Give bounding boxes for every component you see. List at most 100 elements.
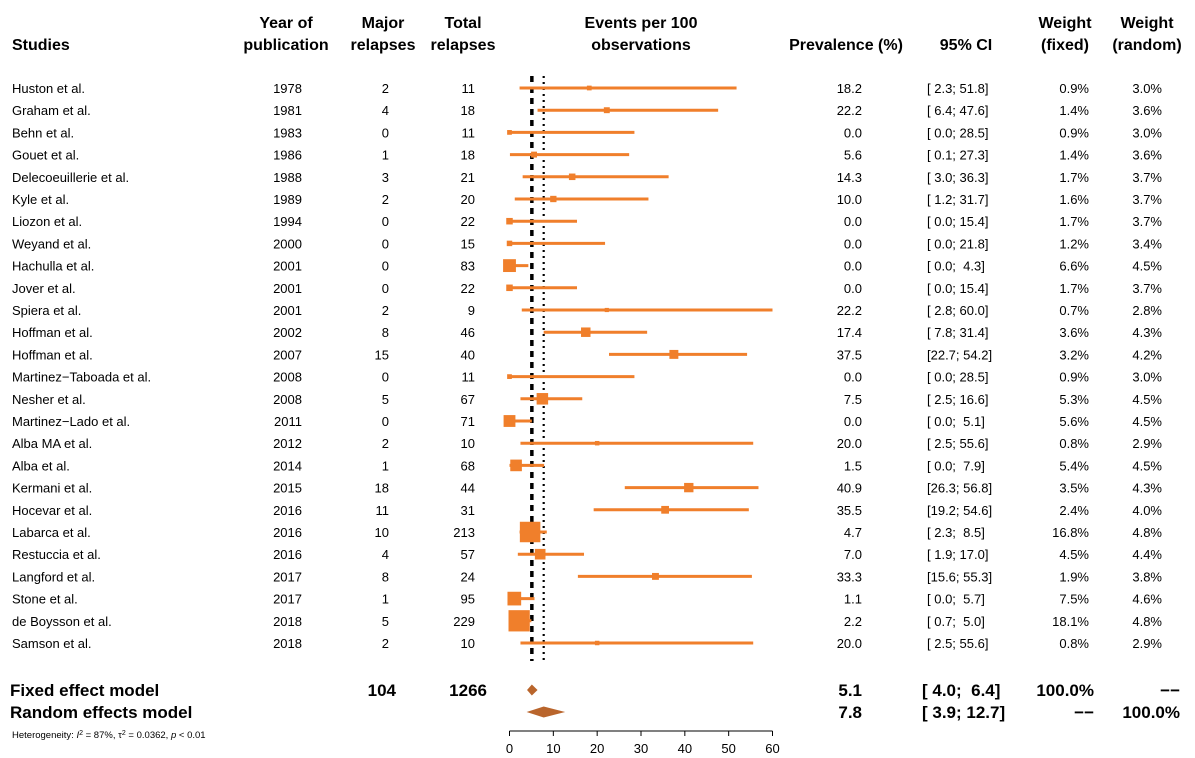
study-weight-random: 3.0% — [1132, 81, 1162, 96]
point-estimate-marker — [586, 85, 592, 91]
study-year: 2016 — [273, 525, 302, 540]
study-ci: [ 0.0; 7.9] — [927, 458, 985, 473]
point-estimate-marker — [506, 284, 513, 292]
study-major-relapses: 1 — [382, 148, 389, 163]
study-weight-random: 3.8% — [1132, 569, 1162, 584]
study-ci: [ 0.0; 28.5] — [927, 125, 988, 140]
study-major-relapses: 11 — [376, 503, 390, 518]
study-weight-fixed: 0.8% — [1059, 636, 1089, 651]
study-major-relapses: 8 — [382, 569, 389, 584]
summary-weight-random: −− — [1160, 681, 1180, 700]
study-name: Langford et al. — [12, 569, 95, 584]
point-estimate-marker — [510, 459, 522, 472]
study-name: Kyle et al. — [12, 192, 69, 207]
study-row: Graham et al. 1981 4 18 22.2 [ 6.4; 47.6] 1.4%… — [12, 103, 1162, 118]
study-prevalence: 0.0 — [844, 125, 862, 140]
study-weight-fixed: 5.6% — [1059, 414, 1089, 429]
study-total-relapses: 95 — [461, 592, 475, 607]
study-ci: [ 0.0; 5.1] — [927, 414, 985, 429]
study-total-relapses: 57 — [461, 547, 475, 562]
study-weight-fixed: 0.9% — [1059, 125, 1089, 140]
study-total-relapses: 229 — [453, 614, 475, 629]
study-year: 2012 — [273, 436, 302, 451]
study-major-relapses: 0 — [382, 214, 389, 229]
study-total-relapses: 22 — [461, 214, 475, 229]
study-prevalence: 2.2 — [844, 614, 862, 629]
study-major-relapses: 15 — [375, 347, 389, 362]
het-tau2-sup: 2 — [122, 730, 126, 737]
study-total-relapses: 67 — [461, 392, 475, 407]
study-weight-random: 4.5% — [1132, 414, 1162, 429]
study-major-relapses: 1 — [382, 592, 389, 607]
study-row: Weyand et al. 2000 0 15 0.0 [ 0.0; 21.8] 1.2% 3… — [12, 236, 1162, 251]
study-row: Jover et al. 2001 0 22 0.0 [ 0.0; 15.4] 1.7% 3.… — [12, 281, 1162, 296]
study-total-relapses: 11 — [462, 81, 476, 96]
study-rows: Huston et al. 1978 2 11 18.2[ 2.3; 51.8] 0.9%… — [12, 81, 1162, 651]
het-prefix: Heterogeneity: — [12, 730, 76, 741]
point-estimate-marker — [603, 107, 610, 114]
study-major-relapses: 0 — [382, 236, 389, 251]
study-year: 2002 — [273, 325, 302, 340]
point-estimate-marker — [604, 307, 609, 313]
study-ci: [22.7; 54.2] — [927, 347, 992, 362]
study-weight-random: 3.0% — [1132, 125, 1162, 140]
study-total-relapses: 10 — [461, 436, 475, 451]
study-weight-fixed: 1.7% — [1059, 170, 1089, 185]
study-major-relapses: 2 — [382, 436, 389, 451]
study-year: 2001 — [273, 281, 302, 296]
summary-ci: [ 3.9; 12.7] — [922, 703, 1005, 722]
reference-lines — [530, 76, 545, 661]
study-name: Spiera et al. — [12, 303, 81, 318]
study-weight-random: 4.5% — [1132, 458, 1162, 473]
study-prevalence: 0.0 — [844, 281, 862, 296]
study-ci: [ 0.1; 27.3] — [927, 148, 988, 163]
point-estimate-marker — [652, 572, 659, 580]
header-weight-random-line1: Weight — [1120, 15, 1174, 32]
study-year: 2000 — [273, 236, 302, 251]
study-weight-random: 4.0% — [1132, 503, 1162, 518]
study-year: 2008 — [273, 392, 302, 407]
header-weight-random-line2: (random) — [1112, 37, 1181, 54]
study-major-relapses: 0 — [382, 281, 389, 296]
study-row: Spiera et al. 2001 2 9 22.2 [ 2.8; 60.0] 0.7% 2… — [12, 303, 1162, 318]
study-year: 2001 — [273, 303, 302, 318]
study-major-relapses: 1 — [382, 458, 389, 473]
study-weight-fixed: 1.7% — [1059, 281, 1089, 296]
het-i2-label: I — [76, 730, 79, 741]
study-weight-fixed: 1.7% — [1059, 214, 1089, 229]
study-name: Huston et al. — [12, 81, 85, 96]
study-prevalence: 18.2 — [837, 81, 862, 96]
study-prevalence: 0.0 — [844, 414, 862, 429]
study-prevalence: 10.0 — [837, 192, 862, 207]
study-weight-fixed: 6.6% — [1059, 259, 1089, 274]
study-weight-fixed: 1.4% — [1059, 148, 1089, 163]
study-weight-fixed: 1.4% — [1059, 103, 1089, 118]
study-row: Liozon et al. 1994 0 22 0.0 [ 0.0; 15.4] 1.7% 3… — [12, 214, 1162, 229]
study-year: 1989 — [273, 192, 302, 207]
study-weight-random: 3.0% — [1132, 370, 1162, 385]
study-weight-random: 4.8% — [1132, 525, 1162, 540]
study-total-relapses: 11 — [462, 125, 476, 140]
study-year: 1978 — [273, 81, 302, 96]
point-estimate-marker — [594, 640, 600, 646]
study-major-relapses: 8 — [382, 325, 389, 340]
study-prevalence: 0.0 — [844, 214, 862, 229]
study-total-relapses: 71 — [461, 414, 475, 429]
study-weight-random: 4.5% — [1132, 259, 1162, 274]
study-name: Kermani et al. — [12, 481, 92, 496]
study-weight-fixed: 18.1% — [1052, 614, 1089, 629]
study-weight-random: 3.7% — [1132, 214, 1162, 229]
study-ci: [ 2.5; 55.6] — [927, 436, 988, 451]
study-major-relapses: 4 — [382, 103, 389, 118]
study-major-relapses: 3 — [382, 170, 389, 185]
study-major-relapses: 2 — [382, 192, 389, 207]
study-ci: [19.2; 54.6] — [927, 503, 992, 518]
x-axis-tick-label: 20 — [590, 741, 604, 756]
study-weight-fixed: 5.4% — [1059, 458, 1089, 473]
header-total-line1: Total — [444, 15, 481, 32]
study-ci: [ 2.3; 8.5] — [927, 525, 985, 540]
point-estimate-marker — [550, 195, 557, 203]
study-weight-random: 4.3% — [1132, 481, 1162, 496]
column-headers: Studies Year of publication Major relaps… — [12, 15, 1182, 54]
